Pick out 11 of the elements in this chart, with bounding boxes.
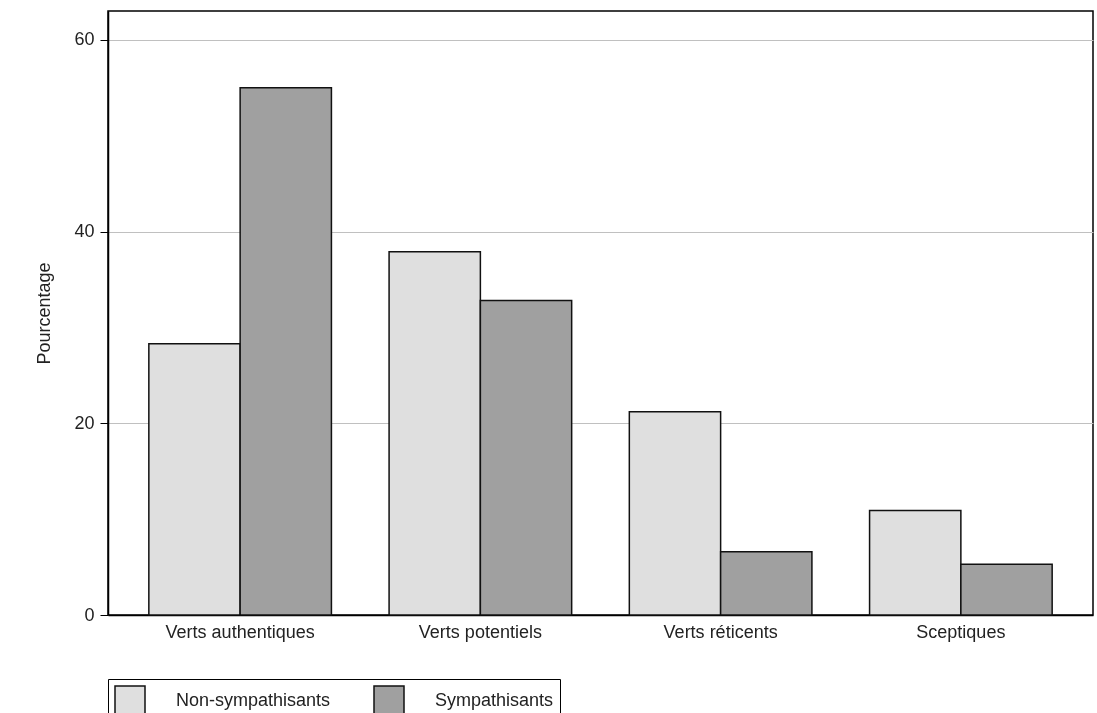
legend-label: Non-sympathisants — [176, 690, 331, 710]
y-axis-title: Pourcentage — [34, 262, 55, 365]
y-tick-label: 0 — [84, 604, 95, 625]
x-tick-label: Sceptiques — [916, 621, 1006, 642]
x-tick-label: Verts potentiels — [418, 621, 542, 642]
x-tick-label: Verts authentiques — [165, 621, 315, 642]
legend-label: Sympathisants — [435, 690, 554, 710]
y-tick-label: 20 — [74, 412, 95, 433]
x-tick-label: Verts réticents — [663, 621, 778, 642]
y-tick-label: 60 — [74, 29, 95, 50]
y-tick-label: 40 — [74, 221, 95, 242]
